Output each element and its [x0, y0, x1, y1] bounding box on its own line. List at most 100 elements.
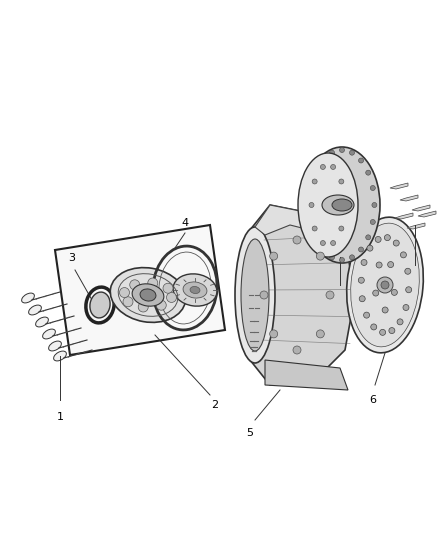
Circle shape [293, 346, 301, 354]
Circle shape [270, 330, 278, 338]
Ellipse shape [42, 329, 55, 339]
Circle shape [331, 240, 336, 246]
Text: 3: 3 [68, 253, 75, 263]
Polygon shape [395, 213, 413, 219]
Ellipse shape [298, 153, 358, 257]
Ellipse shape [304, 147, 380, 263]
Ellipse shape [351, 223, 419, 347]
Ellipse shape [235, 227, 275, 363]
Polygon shape [240, 205, 355, 385]
Ellipse shape [21, 293, 35, 303]
Circle shape [381, 281, 389, 289]
Circle shape [388, 262, 394, 268]
Circle shape [321, 158, 325, 163]
Circle shape [359, 247, 364, 252]
Circle shape [400, 252, 406, 258]
Circle shape [326, 291, 334, 299]
Polygon shape [412, 205, 430, 211]
Circle shape [293, 236, 301, 244]
Circle shape [367, 245, 373, 251]
Text: 2: 2 [212, 400, 219, 410]
Text: 4: 4 [181, 218, 189, 228]
Circle shape [342, 203, 347, 207]
Circle shape [339, 148, 345, 152]
Circle shape [385, 235, 390, 240]
Ellipse shape [347, 217, 423, 353]
Circle shape [331, 165, 336, 169]
Circle shape [359, 158, 364, 163]
Ellipse shape [90, 292, 110, 318]
Ellipse shape [28, 305, 41, 315]
Ellipse shape [241, 239, 269, 351]
Circle shape [309, 220, 314, 224]
Circle shape [366, 170, 371, 175]
Ellipse shape [35, 317, 48, 327]
Circle shape [148, 278, 158, 288]
Ellipse shape [140, 289, 156, 301]
Circle shape [339, 257, 345, 262]
Circle shape [138, 302, 148, 312]
Circle shape [371, 324, 377, 330]
Circle shape [403, 304, 409, 311]
Circle shape [406, 287, 412, 293]
Circle shape [380, 329, 385, 335]
Circle shape [309, 185, 314, 190]
Ellipse shape [110, 268, 186, 322]
Polygon shape [400, 195, 418, 201]
Circle shape [307, 203, 312, 207]
Circle shape [166, 293, 177, 302]
Circle shape [130, 280, 140, 290]
Circle shape [329, 255, 335, 260]
Circle shape [389, 328, 395, 334]
Circle shape [382, 307, 388, 313]
Circle shape [313, 235, 318, 240]
Circle shape [372, 203, 377, 207]
Circle shape [316, 252, 324, 260]
Circle shape [393, 240, 399, 246]
Polygon shape [265, 360, 348, 390]
Circle shape [405, 268, 411, 274]
Text: 6: 6 [370, 395, 377, 405]
Circle shape [329, 150, 335, 155]
Circle shape [312, 226, 317, 231]
Circle shape [358, 277, 364, 283]
Circle shape [370, 185, 375, 190]
Circle shape [361, 260, 367, 265]
Ellipse shape [53, 351, 67, 361]
Circle shape [321, 240, 325, 246]
Circle shape [309, 203, 314, 207]
Circle shape [359, 296, 365, 302]
Circle shape [339, 179, 344, 184]
Circle shape [370, 220, 375, 224]
Ellipse shape [173, 274, 217, 306]
Polygon shape [418, 211, 436, 217]
Polygon shape [407, 223, 425, 229]
Circle shape [373, 290, 379, 296]
Circle shape [313, 170, 318, 175]
Circle shape [366, 235, 371, 240]
Circle shape [375, 237, 381, 243]
Circle shape [270, 252, 278, 260]
Circle shape [156, 300, 166, 310]
Circle shape [163, 283, 173, 293]
Circle shape [376, 262, 382, 268]
Circle shape [339, 226, 344, 231]
Circle shape [120, 288, 130, 297]
Circle shape [312, 179, 317, 184]
Ellipse shape [332, 199, 352, 211]
Circle shape [316, 330, 324, 338]
Ellipse shape [183, 282, 207, 298]
Text: 7: 7 [336, 293, 343, 303]
Polygon shape [255, 205, 345, 240]
Circle shape [350, 150, 354, 155]
Ellipse shape [190, 286, 200, 294]
Circle shape [364, 312, 370, 318]
Text: 8: 8 [411, 273, 419, 283]
Circle shape [260, 291, 268, 299]
Circle shape [350, 255, 354, 260]
Circle shape [321, 247, 325, 252]
Circle shape [397, 319, 403, 325]
Circle shape [321, 165, 325, 169]
Ellipse shape [49, 341, 61, 351]
Polygon shape [390, 183, 408, 189]
